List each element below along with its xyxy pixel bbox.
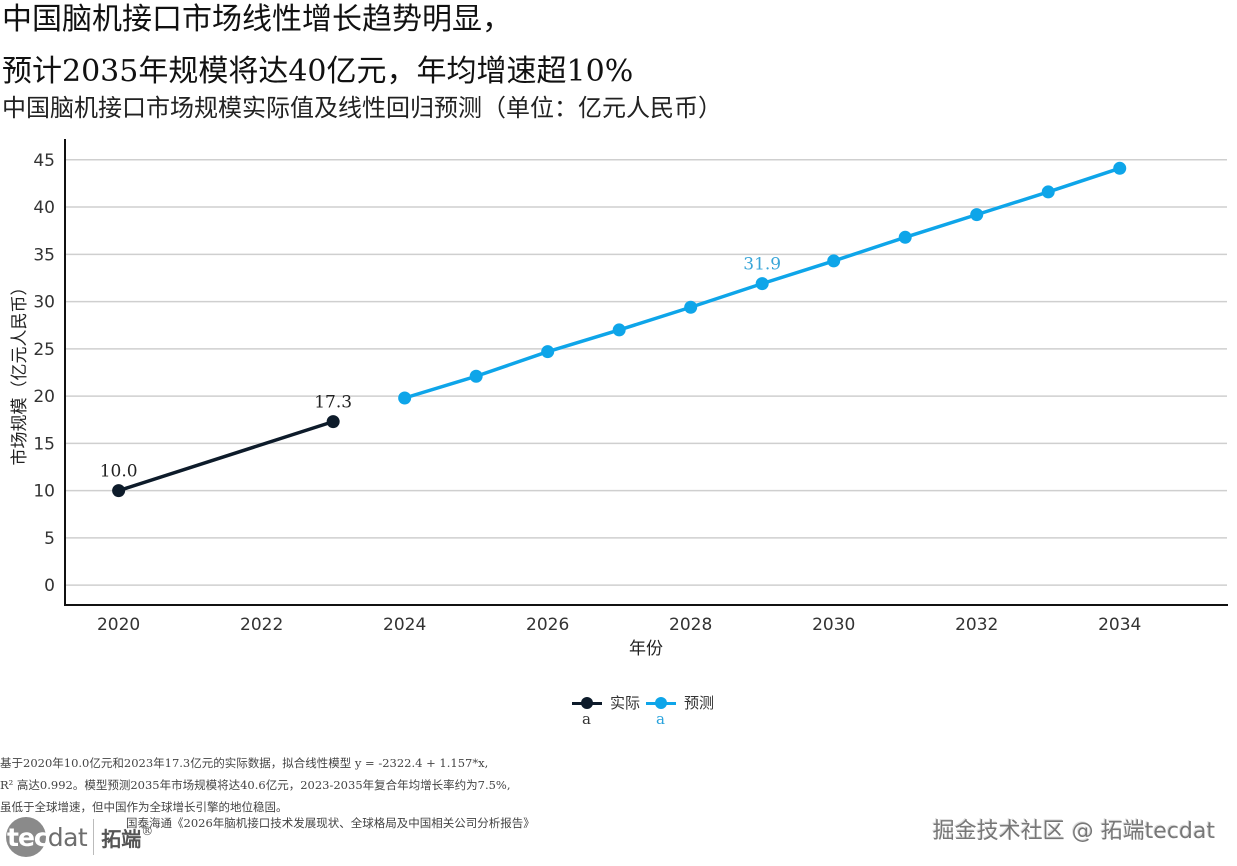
data-point[interactable] [684, 300, 698, 314]
data-point[interactable] [970, 208, 984, 222]
legend-forecast-sub: a [656, 710, 665, 728]
logo-divider [93, 819, 95, 855]
data-point[interactable] [469, 369, 483, 383]
footnote: 基于2020年10.0亿元和2023年17.3亿元的实际数据，拟合线性模型 y … [0, 752, 511, 818]
data-label: 31.9 [743, 255, 781, 275]
x-tick-label: 2032 [955, 615, 998, 635]
legend-item-forecast[interactable]: 预测 a [646, 692, 715, 728]
logo-circle-icon [6, 817, 46, 857]
data-point[interactable] [1041, 185, 1055, 199]
source-citation: 国泰海通《2026年脑机接口技术发展现状、全球格局及中国相关公司分析报告》 [126, 816, 535, 830]
logo-cn-text: 拓端 [101, 826, 142, 851]
chart-title-line1: 中国脑机接口市场线性增长趋势明显， [2, 2, 512, 37]
x-axis-title: 年份 [629, 639, 663, 659]
logo-tec-text: tec [7, 822, 49, 852]
chart-subtitle: 中国脑机接口市场规模实际值及线性回归预测（单位：亿元人民币） [2, 94, 722, 122]
data-label: 17.3 [314, 393, 352, 413]
data-point[interactable] [755, 277, 769, 291]
y-tick-label: 10 [33, 482, 55, 502]
y-tick-label: 0 [44, 576, 55, 596]
series-group: 10.0 17.3 31.9 [100, 161, 1127, 498]
footnote-line3: 虽低于全球增速，但中国作为全球增长引擎的地位稳固。 [0, 800, 288, 814]
legend: 实际 a 预测 a [572, 692, 715, 728]
data-point[interactable] [827, 254, 841, 268]
legend-actual-label: 实际 [610, 694, 641, 712]
y-tick-label: 40 [33, 198, 55, 218]
data-point[interactable] [326, 415, 340, 429]
data-label: 10.0 [100, 462, 138, 482]
logo-dat-text: dat [47, 822, 88, 852]
x-tick-label: 2022 [240, 615, 283, 635]
watermark: 掘金技术社区 @ 拓端tecdat [932, 819, 1215, 844]
y-tick-labels: 0 5 10 15 20 25 30 35 40 45 [33, 151, 55, 596]
y-tick-label: 25 [33, 340, 55, 360]
legend-actual-sub: a [582, 710, 591, 728]
x-tick-label: 2020 [97, 615, 140, 635]
footnote-line1: 基于2020年10.0亿元和2023年17.3亿元的实际数据，拟合线性模型 y … [0, 756, 489, 770]
series-actual: 10.0 17.3 [100, 393, 352, 498]
data-point[interactable] [112, 484, 126, 498]
y-tick-label: 45 [33, 151, 55, 171]
footnote-line2: R² 高达0.992。模型预测2035年市场规模将达40.6亿元，2023-20… [0, 778, 511, 792]
data-point[interactable] [398, 391, 412, 405]
legend-actual-marker-icon [572, 693, 602, 713]
series-forecast: 31.9 [398, 161, 1127, 405]
data-point[interactable] [541, 345, 555, 359]
x-tick-labels: 2020 2022 2024 2026 2028 2030 2032 2034 [97, 615, 1141, 635]
logo-registered-mark: ® [141, 824, 154, 838]
gridlines [65, 159, 1227, 586]
legend-forecast-marker-icon [646, 693, 677, 713]
x-tick-label: 2030 [812, 615, 855, 635]
y-tick-label: 5 [44, 529, 55, 549]
y-axis-title: 市场规模（亿元人民币） [10, 279, 30, 466]
x-tick-label: 2024 [383, 615, 426, 635]
x-tick-label: 2034 [1098, 615, 1141, 635]
y-tick-label: 35 [33, 245, 55, 265]
data-point[interactable] [1113, 161, 1127, 175]
series-line [118, 419, 334, 493]
y-tick-label: 15 [33, 434, 55, 454]
chart-title-line2: 预计2035年规模将达40亿元，年均增速超10% [2, 54, 634, 89]
x-tick-label: 2028 [669, 615, 712, 635]
data-point[interactable] [612, 323, 626, 337]
y-tick-label: 30 [33, 293, 55, 313]
legend-item-actual[interactable]: 实际 a [572, 692, 641, 728]
data-point[interactable] [898, 230, 912, 244]
y-tick-label: 20 [33, 387, 55, 407]
legend-forecast-label: 预测 [684, 694, 715, 712]
x-tick-label: 2026 [526, 615, 569, 635]
tecdat-logo: tec dat 拓端 ® [2, 815, 153, 859]
